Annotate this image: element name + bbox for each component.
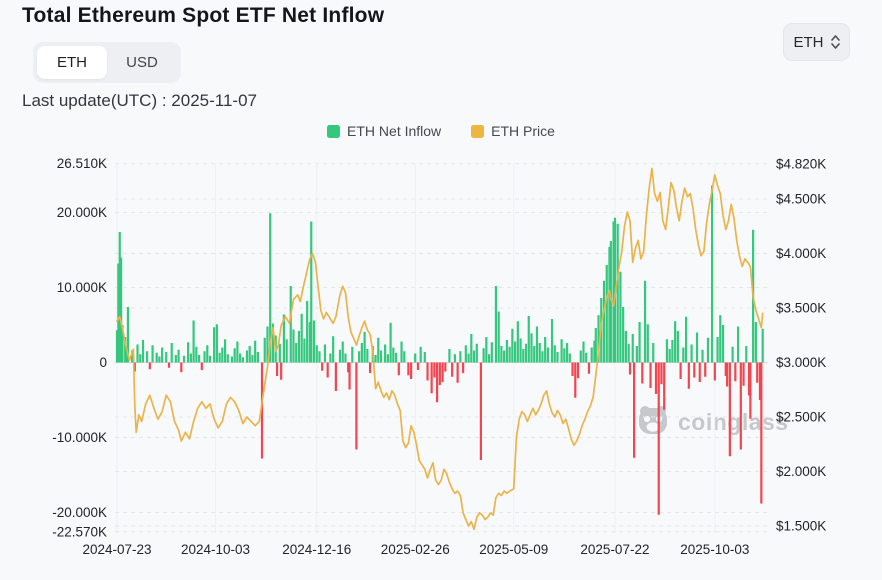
right-axis-tick: $4.000K xyxy=(776,246,826,261)
left-axis-tick: -22.570K xyxy=(52,524,107,539)
right-axis-tick: $3.500K xyxy=(776,301,826,316)
legend-item-price[interactable]: ETH Price xyxy=(471,123,555,139)
right-axis-tick: $1.500K xyxy=(776,519,826,534)
asset-select-value: ETH xyxy=(793,33,824,51)
last-update-text: Last update(UTC) : 2025-11-07 xyxy=(22,91,257,110)
asset-select[interactable]: ETH xyxy=(783,23,850,61)
legend-item-net-inflow[interactable]: ETH Net Inflow xyxy=(327,123,441,139)
x-axis-tick: 2024-10-03 xyxy=(181,542,250,557)
unit-toggle-eth[interactable]: ETH xyxy=(37,46,107,79)
unit-toggle-usd[interactable]: USD xyxy=(107,46,177,79)
left-axis-tick: -10.000K xyxy=(52,430,107,445)
x-axis-tick: 2025-05-09 xyxy=(479,542,548,557)
legend-label: ETH Net Inflow xyxy=(347,123,442,139)
page-title: Total Ethereum Spot ETF Net Inflow xyxy=(22,4,385,27)
right-axis-tick: $4.820K xyxy=(776,157,826,172)
left-axis-tick: 20.000K xyxy=(57,205,107,220)
price-swatch-icon xyxy=(471,124,485,138)
chart-legend: ETH Net Inflow ETH Price xyxy=(0,123,882,139)
right-axis-tick: $2.000K xyxy=(776,464,826,479)
right-axis-tick: $3.000K xyxy=(776,355,826,370)
x-axis-tick: 2025-02-26 xyxy=(381,542,450,557)
x-axis-tick: 2024-07-23 xyxy=(82,542,151,557)
unit-toggle: ETH USD xyxy=(33,42,181,83)
x-axis-tick: 2025-07-22 xyxy=(580,542,649,557)
left-axis-tick: 0 xyxy=(99,355,107,370)
left-axis-tick: 10.000K xyxy=(57,280,107,295)
legend-label: ETH Price xyxy=(491,123,555,139)
coinglass-watermark: coinglass xyxy=(636,403,789,442)
left-axis-tick: -20.000K xyxy=(52,505,107,520)
x-axis-tick: 2025-10-03 xyxy=(680,542,749,557)
x-axis-tick: 2024-12-16 xyxy=(282,542,351,557)
net-inflow-swatch-icon xyxy=(327,124,341,138)
right-axis-tick: $4.500K xyxy=(776,192,826,207)
left-axis-tick: 26.510K xyxy=(57,156,107,171)
watermark-brand: coinglass xyxy=(678,409,789,435)
right-axis-tick: $2.500K xyxy=(776,410,826,425)
chevron-up-down-icon xyxy=(830,35,840,49)
